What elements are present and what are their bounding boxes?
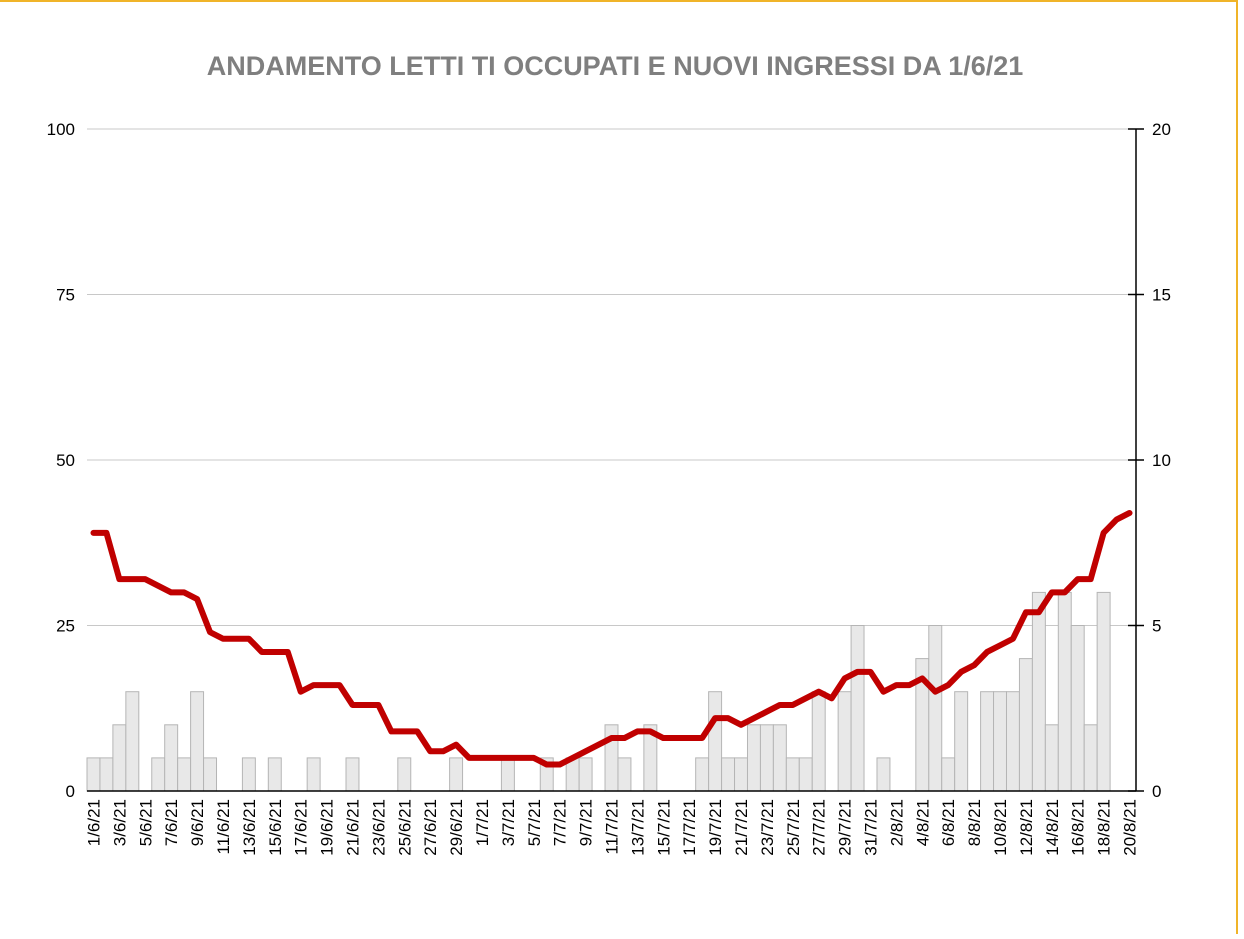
x-tick-label: 17/7/21 <box>680 799 699 856</box>
y-tick-label: 50 <box>56 451 75 470</box>
y2-tick-label: 15 <box>1152 286 1171 305</box>
bar <box>177 757 192 792</box>
x-tick-label: 7/6/21 <box>162 799 181 846</box>
x-tick-label: 15/7/21 <box>654 799 673 856</box>
bar <box>759 724 774 792</box>
bar <box>798 757 813 792</box>
x-tick-label: 8/8/21 <box>965 799 984 846</box>
bar <box>734 757 748 792</box>
y2-tick-label: 20 <box>1152 120 1171 139</box>
bar <box>1070 625 1085 792</box>
bar <box>267 757 282 792</box>
bar <box>241 757 256 792</box>
bar <box>306 757 321 792</box>
x-tick-label: 4/8/21 <box>913 799 932 846</box>
x-tick-label: 21/6/21 <box>343 799 362 856</box>
line <box>90 509 1133 768</box>
bar <box>695 757 710 792</box>
x-tick-label: 11/6/21 <box>214 799 233 854</box>
x-tick-label: 1/6/21 <box>84 799 103 846</box>
y-tick-label: 100 <box>47 120 75 139</box>
x-tick-label: 27/7/21 <box>810 799 829 856</box>
x-tick-label: 5/7/21 <box>525 799 544 846</box>
y-tick-label: 75 <box>56 286 75 305</box>
x-tick-label: 12/8/21 <box>1017 799 1036 856</box>
bar <box>125 691 140 792</box>
x-tick-label: 29/6/21 <box>447 799 466 856</box>
bar <box>850 625 865 792</box>
bar <box>785 757 800 792</box>
x-tick-label: 25/6/21 <box>395 799 414 856</box>
y2-tick-label: 0 <box>1152 782 1161 801</box>
bar <box>164 724 179 792</box>
bar <box>190 691 205 792</box>
x-tick-label: 6/8/21 <box>939 799 958 846</box>
chart-title: ANDAMENTO LETTI TI OCCUPATI E NUOVI INGR… <box>207 51 1024 81</box>
bar <box>151 757 166 792</box>
x-tick-label: 3/6/21 <box>110 799 129 846</box>
bar <box>203 757 218 792</box>
x-tick-label: 19/7/21 <box>706 799 725 856</box>
x-tick-label: 19/6/21 <box>318 799 337 856</box>
bar <box>112 724 127 792</box>
x-tick-label: 5/6/21 <box>136 799 155 846</box>
bar <box>993 691 1007 792</box>
bar <box>1018 658 1033 792</box>
bar <box>578 757 593 792</box>
bar <box>500 757 515 792</box>
bar <box>345 757 360 792</box>
x-tick-label: 2/8/21 <box>887 799 906 846</box>
bar <box>980 691 995 792</box>
x-tick-label: 10/8/21 <box>991 799 1010 856</box>
bar <box>1096 591 1111 792</box>
y-tick-label: 0 <box>66 782 75 801</box>
bar <box>1044 724 1059 792</box>
x-tick-label: 13/6/21 <box>240 799 259 856</box>
bar <box>928 625 943 792</box>
bar <box>604 724 619 792</box>
x-tick-label: 15/6/21 <box>266 799 285 856</box>
bar <box>811 691 826 792</box>
bar <box>708 691 723 792</box>
x-tick-label: 20/8/21 <box>1121 799 1140 856</box>
x-tick-label: 7/7/21 <box>551 799 570 846</box>
y2-tick-label: 5 <box>1152 617 1161 636</box>
y2-tick-label: 10 <box>1152 451 1171 470</box>
x-tick-label: 18/8/21 <box>1095 799 1114 856</box>
x-tick-label: 16/8/21 <box>1069 799 1088 856</box>
bar <box>449 757 464 792</box>
bar <box>1057 591 1072 792</box>
x-tick-label: 25/7/21 <box>784 799 803 856</box>
bar <box>721 757 736 792</box>
x-tick-label: 11/7/21 <box>603 799 622 854</box>
bar <box>86 757 101 792</box>
bar <box>954 691 969 792</box>
bar <box>941 757 956 792</box>
bar <box>1031 591 1046 792</box>
bar <box>617 757 632 792</box>
x-tick-label: 3/7/21 <box>499 799 518 846</box>
x-tick-label: 27/6/21 <box>421 799 440 856</box>
bar <box>746 724 761 792</box>
x-tick-label: 29/7/21 <box>836 799 855 856</box>
x-tick-label: 9/7/21 <box>577 799 596 846</box>
x-tick-label: 31/7/21 <box>862 799 881 856</box>
x-tick-label: 14/8/21 <box>1043 799 1062 856</box>
x-tick-label: 1/7/21 <box>473 799 492 846</box>
bar <box>876 757 891 792</box>
bar <box>1005 691 1020 792</box>
x-tick-label: 23/7/21 <box>758 799 777 856</box>
bar <box>837 691 852 792</box>
x-tick-label: 17/6/21 <box>292 799 311 856</box>
bar <box>772 724 787 792</box>
x-tick-label: 21/7/21 <box>732 799 751 856</box>
bar <box>99 757 114 792</box>
bar <box>397 757 412 792</box>
x-tick-label: 13/7/21 <box>628 799 647 856</box>
x-tick-label: 23/6/21 <box>369 799 388 856</box>
y-tick-label: 25 <box>56 617 75 636</box>
bar <box>1083 724 1098 792</box>
x-tick-label: 9/6/21 <box>188 799 207 846</box>
